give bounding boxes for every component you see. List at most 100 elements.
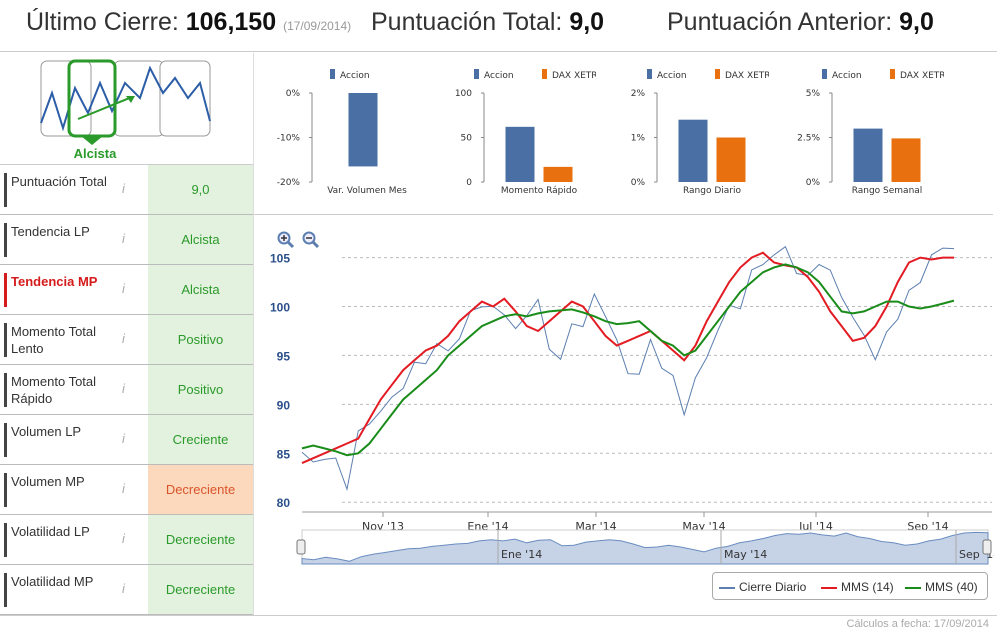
navigator-handle-left[interactable] — [296, 539, 306, 555]
y-tick-label: 90 — [277, 398, 291, 412]
trend-selector: Alcista — [0, 53, 253, 165]
indicator-row: Volumen MP i Decreciente — [0, 465, 253, 515]
mini-legend-label: DAX XETRA — [552, 71, 596, 81]
mini-bar — [505, 126, 535, 182]
mini-bar — [678, 119, 708, 182]
summary-header: Último Cierre: 106,150 (17/09/2014) Punt… — [0, 0, 997, 52]
mini-legend-label: Accion — [657, 71, 687, 81]
mini-tick-label: -10% — [277, 134, 301, 144]
uptrend-arrowhead-icon — [126, 96, 135, 103]
mini-tick-label: 2% — [631, 89, 646, 99]
legend-swatch — [647, 69, 652, 79]
indicator-value: Alcista — [148, 265, 253, 314]
zoom-out-icon[interactable] — [302, 231, 320, 249]
legend-item-cierre[interactable]: Cierre Diario — [719, 580, 806, 594]
legend-swatch — [715, 69, 720, 79]
y-tick-label: 85 — [277, 447, 291, 461]
info-icon[interactable]: i — [122, 281, 125, 296]
navigator-label: May '14 — [724, 548, 767, 561]
indicator-row: Tendencia MP i Alcista — [0, 265, 253, 315]
mini-chart-title: Rango Semanal — [852, 186, 923, 196]
mini-tick-label: 100 — [455, 89, 472, 99]
mini-legend-label: Accion — [832, 71, 862, 81]
mini-legend-label: Accion — [340, 71, 370, 81]
mini-legend-label: Accion — [484, 71, 514, 81]
indicator-marker — [4, 423, 7, 457]
total-score: Puntuación Total: 9,0 — [371, 8, 604, 37]
info-icon[interactable]: i — [122, 381, 125, 396]
indicator-marker — [4, 573, 7, 607]
indicator-value: Decreciente — [148, 515, 253, 564]
mini-tick-label: 0 — [466, 178, 472, 188]
indicator-row: Momento Total Rápido i Positivo — [0, 365, 253, 415]
mini-tick-label: 1% — [631, 134, 646, 144]
mini-tick-label: 50 — [461, 134, 473, 144]
indicator-label: Volumen LP — [11, 424, 82, 439]
mini-bar — [543, 166, 573, 182]
info-icon[interactable]: i — [122, 481, 125, 496]
indicator-row: Volumen LP i Creciente — [0, 415, 253, 465]
legend-swatch — [474, 69, 479, 79]
indicator-marker — [4, 523, 7, 557]
info-icon[interactable]: i — [122, 181, 125, 196]
indicator-label: Volatilidad MP — [11, 574, 94, 589]
info-icon[interactable]: i — [122, 531, 125, 546]
y-tick-label: 95 — [277, 349, 291, 363]
indicator-row: Volatilidad MP i Decreciente — [0, 565, 253, 615]
mini-tick-label: 0% — [286, 89, 301, 99]
legend-item-mms14[interactable]: MMS (14) — [821, 580, 894, 594]
trend-line-icon — [40, 65, 211, 132]
previous-score-label: Puntuación Anterior: — [667, 8, 893, 36]
indicator-row: Volatilidad LP i Decreciente — [0, 515, 253, 565]
mini-bar — [348, 93, 378, 167]
total-score-label: Puntuación Total: — [371, 8, 563, 36]
legend-swatch — [822, 69, 827, 79]
mini-chart: Accion 0% -10% -20% Var. Volumen Mes — [277, 69, 407, 196]
legend-label-cierre: Cierre Diario — [739, 580, 807, 594]
indicator-marker — [4, 323, 7, 357]
calculation-date: Cálculos a fecha: 17/09/2014 — [846, 618, 990, 630]
trend-card-bearish — [40, 60, 92, 137]
y-tick-label: 100 — [270, 301, 290, 315]
legend-label-mms14: MMS (14) — [841, 580, 894, 594]
bottom-divider — [0, 615, 997, 616]
legend-swatch — [890, 69, 895, 79]
last-close-value: 106,150 — [185, 8, 277, 36]
y-tick-label: 80 — [277, 496, 291, 510]
info-icon[interactable]: i — [122, 331, 125, 346]
indicator-value: Decreciente — [148, 465, 253, 514]
selected-pointer-icon — [81, 136, 103, 145]
legend-swatch-cierre — [719, 586, 735, 589]
trend-label: Alcista — [73, 146, 117, 161]
info-icon[interactable]: i — [122, 581, 125, 596]
indicator-marker — [4, 173, 7, 207]
last-close: Último Cierre: 106,150 (17/09/2014) — [26, 8, 351, 37]
indicator-value: Positivo — [148, 315, 253, 364]
indicator-marker — [4, 473, 7, 507]
mini-chart-title: Rango Diario — [683, 186, 742, 196]
legend-swatch — [542, 69, 547, 79]
previous-score-value: 9,0 — [899, 8, 934, 36]
mini-bar — [891, 138, 921, 182]
indicator-label: Tendencia LP — [11, 224, 90, 239]
uptrend-arrow-icon — [77, 96, 133, 120]
series-mms40 — [301, 263, 955, 457]
trend-card-reversal — [159, 60, 211, 137]
indicator-value: Alcista — [148, 215, 253, 264]
indicator-row: Momento Total Lento i Positivo — [0, 315, 253, 365]
indicator-row: Tendencia LP i Alcista — [0, 215, 253, 265]
mini-tick-label: 0% — [631, 178, 646, 188]
navigator-handle-right[interactable] — [982, 539, 992, 555]
zoom-in-icon[interactable] — [277, 231, 295, 249]
mini-tick-label: -20% — [277, 178, 301, 188]
info-icon[interactable]: i — [122, 431, 125, 446]
indicator-label: Momento Total Lento — [11, 324, 97, 356]
trend-card-neutral — [113, 60, 165, 137]
indicator-value: 9,0 — [148, 165, 253, 214]
legend-item-mms40[interactable]: MMS (40) — [905, 580, 978, 594]
info-icon[interactable]: i — [122, 231, 125, 246]
mini-chart: Accion DAX XETRA 5% 2.5% 0% Rango Semanal — [797, 69, 944, 196]
mini-tick-label: 2.5% — [797, 134, 820, 144]
indicator-marker — [4, 373, 7, 407]
